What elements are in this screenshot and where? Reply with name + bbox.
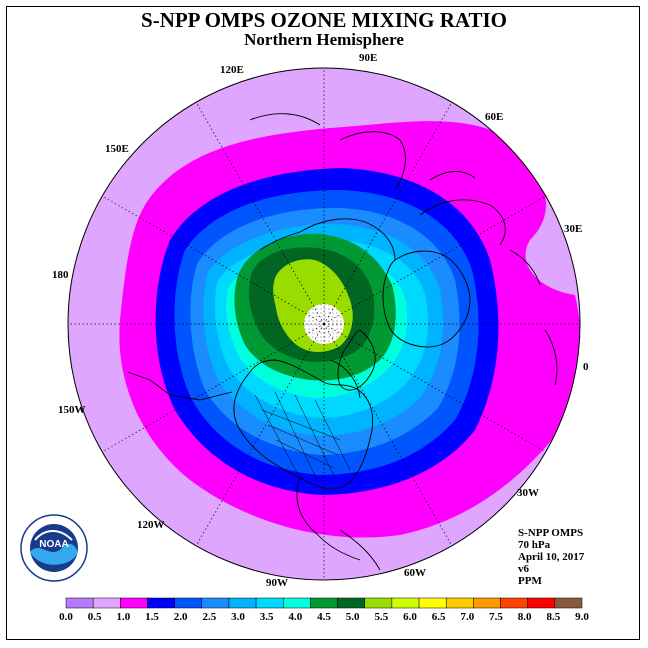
colorbar-swatch bbox=[391, 597, 420, 609]
lon-label-90e: 90E bbox=[359, 52, 377, 64]
info-date: April 10, 2017 bbox=[518, 551, 585, 563]
info-pressure: 70 hPa bbox=[518, 539, 551, 551]
map-frame bbox=[6, 6, 640, 640]
lon-label-150e: 150E bbox=[105, 143, 129, 155]
map-title: S-NPP OMPS OZONE MIXING RATIO bbox=[141, 8, 507, 32]
info-instrument: S-NPP OMPS bbox=[518, 527, 584, 539]
colorbar-swatch bbox=[364, 597, 393, 609]
colorbar-tick-label: 3.0 bbox=[231, 611, 245, 623]
colorbar-tick-label: 2.0 bbox=[174, 611, 188, 623]
colorbar-swatch bbox=[527, 597, 556, 609]
colorbar-tick-label: 4.5 bbox=[317, 611, 331, 623]
colorbar-swatch bbox=[228, 597, 257, 609]
lon-label-180: 180 bbox=[52, 269, 69, 281]
colorbar-tick-label: 7.0 bbox=[460, 611, 474, 623]
ozone-field bbox=[68, 68, 580, 580]
colorbar-tick-label: 0.5 bbox=[88, 611, 102, 623]
colorbar-swatch bbox=[201, 597, 230, 609]
lon-label-120w: 120W bbox=[137, 519, 165, 531]
colorbar-swatch bbox=[500, 597, 528, 609]
colorbar-tick-label: 6.0 bbox=[403, 611, 417, 623]
colorbar-tick-label: 7.5 bbox=[489, 611, 503, 623]
colorbar-tick-label: 6.5 bbox=[432, 611, 446, 623]
colorbar-tick-label: 5.5 bbox=[374, 611, 388, 623]
colorbar-swatch bbox=[418, 597, 447, 609]
colorbar-tick-label: 8.0 bbox=[518, 611, 532, 623]
colorbar-swatch bbox=[445, 597, 474, 609]
info-units: PPM bbox=[518, 575, 542, 587]
colorbar-tick-label: 0.0 bbox=[59, 611, 73, 623]
lon-label-90w: 90W bbox=[266, 577, 288, 589]
colorbar-swatch bbox=[473, 597, 501, 609]
colorbar-swatch bbox=[310, 597, 338, 609]
noaa-logo-text: NOAA bbox=[39, 539, 68, 550]
colorbar-swatch bbox=[92, 597, 121, 609]
colorbar-swatch bbox=[174, 597, 203, 609]
lon-label-60w: 60W bbox=[404, 567, 426, 579]
lon-label-120e: 120E bbox=[220, 64, 244, 76]
lon-label-0: 0 bbox=[583, 361, 589, 373]
colorbar-tick-label: 8.5 bbox=[546, 611, 560, 623]
colorbar-tick-label: 1.5 bbox=[145, 611, 159, 623]
colorbar-swatch bbox=[120, 597, 148, 609]
noaa-logo: NOAA bbox=[20, 514, 88, 582]
colorbar-tick-label: 5.0 bbox=[346, 611, 360, 623]
colorbar-swatch bbox=[147, 597, 175, 609]
lon-label-150w: 150W bbox=[58, 404, 86, 416]
meridians bbox=[68, 68, 580, 580]
lon-label-60e: 60E bbox=[485, 111, 503, 123]
colorbar-swatch bbox=[65, 597, 94, 609]
colorbar-swatch bbox=[283, 597, 311, 609]
colorbar-tick-label: 4.0 bbox=[288, 611, 302, 623]
colorbar: 0.0 0.5 1.0 1.5 2.0 2.5 3.0 3.5 4.0 4.5 5.0 5.5 6.0 6… bbox=[59, 597, 589, 623]
colorbar-swatch bbox=[255, 597, 284, 609]
colorbar-tick-label: 2.5 bbox=[202, 611, 216, 623]
map-subtitle: Northern Hemisphere bbox=[244, 30, 404, 49]
us-state-lines bbox=[254, 391, 351, 483]
lon-label-30w: 30W bbox=[517, 487, 539, 499]
map-border bbox=[67, 67, 581, 581]
colorbar-tick-label: 9.0 bbox=[575, 611, 589, 623]
colorbar-tick-label: 3.5 bbox=[260, 611, 274, 623]
coastlines bbox=[127, 113, 558, 571]
colorbar-swatch bbox=[337, 597, 365, 609]
colorbar-tick-label: 1.0 bbox=[116, 611, 130, 623]
lon-label-30e: 30E bbox=[564, 223, 582, 235]
colorbar-swatch bbox=[554, 597, 583, 609]
info-version: v6 bbox=[518, 563, 529, 575]
